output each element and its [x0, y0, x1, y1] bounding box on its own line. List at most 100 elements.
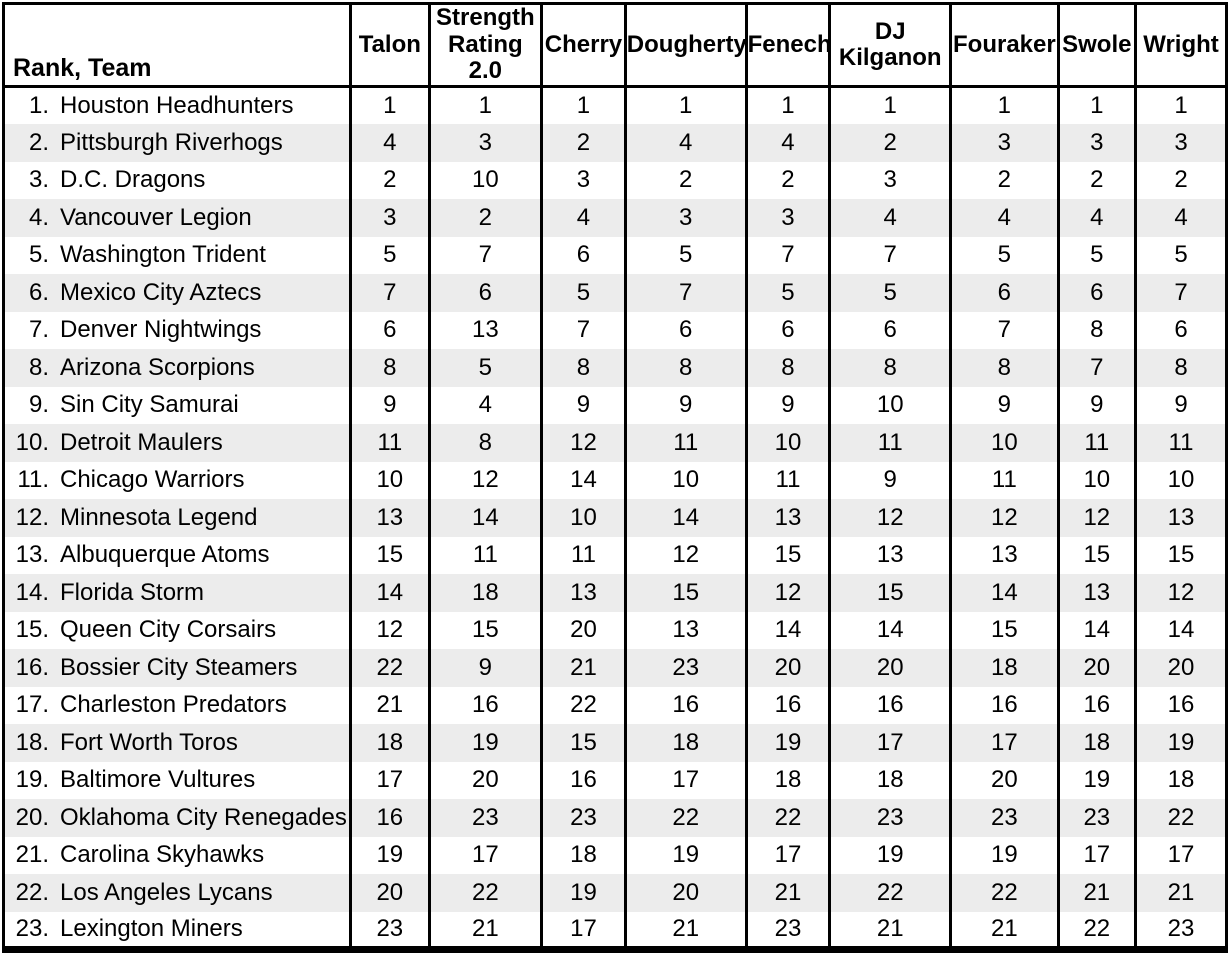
rating-cell: 14 — [828, 611, 953, 649]
rating-cell: 3 — [427, 124, 544, 162]
rating-cell: 9 — [949, 386, 1060, 424]
rating-cell: 10 — [828, 386, 953, 424]
team-name: Los Angeles Lycans — [60, 878, 273, 906]
team-name: Oklahoma City Renegades — [60, 803, 347, 831]
rating-cell: 12 — [427, 461, 544, 499]
rating-cell: 18 — [540, 836, 627, 874]
rating-cell: 1 — [427, 86, 544, 124]
team-cell: 3. D.C. Dragons — [1, 161, 353, 199]
rating-cell: 1 — [540, 86, 627, 124]
rating-cell: 17 — [828, 724, 953, 762]
rating-cell: 23 — [1134, 911, 1228, 949]
team-cell: 7. Denver Nightwings — [1, 311, 353, 349]
rating-cell: 15 — [540, 724, 627, 762]
team-name: Mexico City Aztecs — [60, 278, 262, 306]
rating-cell: 10 — [623, 461, 748, 499]
rating-cell: 19 — [744, 724, 832, 762]
rating-cell: 20 — [540, 611, 627, 649]
rating-cell: 11 — [1134, 424, 1228, 462]
rating-cell: 2 — [623, 161, 748, 199]
rating-cell: 8 — [828, 349, 953, 387]
team-name: Florida Storm — [60, 578, 205, 606]
rank-number: 6. — [28, 278, 49, 306]
team-cell: 14. Florida Storm — [1, 574, 353, 612]
rating-cell: 20 — [427, 761, 544, 799]
rating-cell: 12 — [744, 574, 832, 612]
team-cell: 16. Bossier City Steamers — [1, 649, 353, 687]
rating-cell: 9 — [744, 386, 832, 424]
team-name: Queen City Corsairs — [60, 616, 277, 644]
rating-cell: 1 — [623, 86, 748, 124]
rating-cell: 18 — [623, 724, 748, 762]
rating-cell: 16 — [427, 686, 544, 724]
rating-cell: 22 — [1056, 911, 1138, 949]
rating-cell: 1 — [828, 86, 953, 124]
rating-cell: 3 — [744, 199, 832, 237]
rating-cell: 4 — [744, 124, 832, 162]
rating-cell: 9 — [1134, 386, 1228, 424]
rating-cell: 22 — [828, 874, 953, 912]
team-name: Carolina Skyhawks — [60, 841, 265, 869]
rating-cell: 19 — [1134, 724, 1228, 762]
rating-cell: 8 — [540, 349, 627, 387]
rating-cell: 4 — [1134, 199, 1228, 237]
rank-number: 19. — [15, 766, 49, 794]
rating-cell: 17 — [427, 836, 544, 874]
rating-cell: 5 — [744, 274, 832, 312]
team-cell: 4. Vancouver Legion — [1, 199, 353, 237]
rating-cell: 5 — [1056, 236, 1138, 274]
table-row: 21. Carolina Skyhawks 19 17 18 19 17 19 19 17 17 — [1, 836, 1228, 874]
rating-cell: 22 — [540, 686, 627, 724]
column-header-cherry: Cherry — [540, 3, 627, 88]
rating-cell: 11 — [949, 461, 1060, 499]
rating-cell: 8 — [1056, 311, 1138, 349]
rating-cell: 23 — [949, 799, 1060, 837]
table-row: 22. Los Angeles Lycans 20 22 19 20 21 22 22 21 21 — [1, 874, 1228, 912]
team-name: Washington Trident — [60, 241, 266, 269]
rating-cell: 7 — [427, 236, 544, 274]
rating-cell: 4 — [540, 199, 627, 237]
rating-cell: 21 — [1056, 874, 1138, 912]
rating-cell: 4 — [949, 199, 1060, 237]
table-row: 3. D.C. Dragons 2 10 3 2 2 3 2 2 2 — [1, 161, 1228, 199]
rank-number: 23. — [15, 914, 49, 942]
rating-cell: 9 — [1056, 386, 1138, 424]
rank-number: 20. — [15, 803, 49, 831]
rating-cell: 19 — [623, 836, 748, 874]
table-row: 19. Baltimore Vultures 17 20 16 17 18 18 20 19 18 — [1, 761, 1228, 799]
rating-cell: 11 — [427, 536, 544, 574]
rating-cell: 13 — [949, 536, 1060, 574]
team-cell: 11. Chicago Warriors — [1, 461, 353, 499]
rating-cell: 13 — [349, 499, 431, 537]
rating-cell: 18 — [1056, 724, 1138, 762]
rating-cell: 18 — [349, 724, 431, 762]
rating-cell: 6 — [427, 274, 544, 312]
rank-number: 15. — [15, 616, 49, 644]
rating-cell: 20 — [828, 649, 953, 687]
team-name: Albuquerque Atoms — [60, 541, 270, 569]
rating-cell: 16 — [1056, 686, 1138, 724]
rating-cell: 17 — [349, 761, 431, 799]
rating-cell: 12 — [349, 611, 431, 649]
rating-cell: 15 — [349, 536, 431, 574]
rating-cell: 17 — [540, 911, 627, 949]
table-row: 15. Queen City Corsairs 12 15 20 13 14 14 15 14 14 — [1, 611, 1228, 649]
rating-cell: 13 — [828, 536, 953, 574]
rating-cell: 22 — [744, 799, 832, 837]
table-body: 1. Houston Headhunters 1 1 1 1 1 1 1 1 1 2. Pittsbur… — [1, 86, 1228, 949]
team-cell: 2. Pittsburgh Riverhogs — [1, 124, 353, 162]
team-cell: 1. Houston Headhunters — [1, 86, 353, 124]
rank-number: 9. — [28, 391, 49, 419]
rating-cell: 16 — [949, 686, 1060, 724]
rating-cell: 19 — [427, 724, 544, 762]
rating-cell: 7 — [744, 236, 832, 274]
column-header-dougherty: Dougherty — [623, 3, 748, 88]
rank-team-header: Rank, Team — [1, 3, 353, 88]
rating-cell: 3 — [540, 161, 627, 199]
rating-cell: 10 — [1134, 461, 1228, 499]
rating-cell: 20 — [1134, 649, 1228, 687]
rank-number: 16. — [15, 653, 49, 681]
rating-cell: 5 — [949, 236, 1060, 274]
rating-cell: 12 — [540, 424, 627, 462]
